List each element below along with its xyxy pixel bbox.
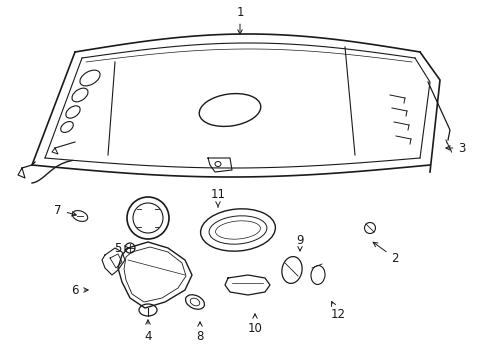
Text: 3: 3 — [445, 141, 465, 154]
Text: 12: 12 — [330, 301, 345, 321]
Text: 7: 7 — [54, 203, 76, 216]
Text: 11: 11 — [210, 189, 225, 207]
Text: 10: 10 — [247, 314, 262, 334]
Text: 9: 9 — [296, 234, 303, 251]
Text: 2: 2 — [372, 242, 398, 265]
Text: 4: 4 — [144, 320, 151, 342]
Text: 8: 8 — [196, 322, 203, 342]
Text: 5: 5 — [114, 242, 129, 255]
Text: 1: 1 — [236, 5, 243, 34]
Text: 6: 6 — [71, 284, 88, 297]
